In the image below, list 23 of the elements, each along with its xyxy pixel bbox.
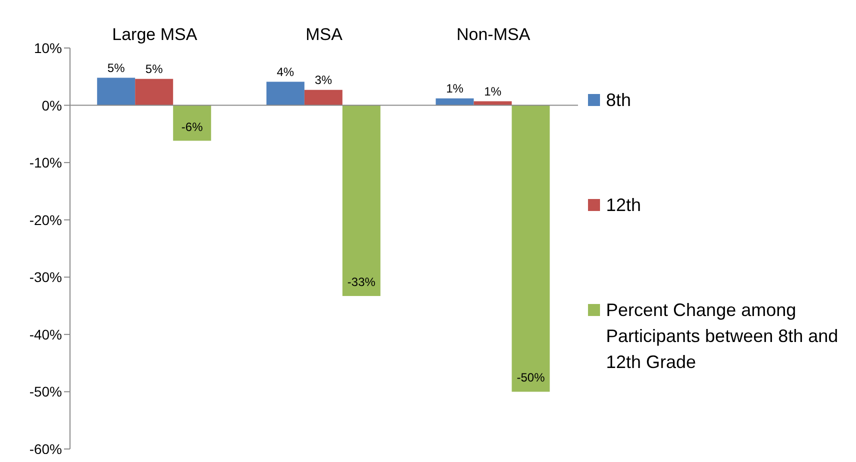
- y-tick-label: -10%: [29, 154, 62, 171]
- y-tick-label: -30%: [29, 269, 62, 286]
- y-tick-label: -60%: [29, 440, 62, 457]
- y-tick-label: 10%: [34, 40, 62, 56]
- y-tick-label: 0%: [42, 97, 62, 114]
- data-label: 1%: [484, 84, 502, 98]
- x-tick-label: MSA: [306, 25, 344, 44]
- legend-label: Percent Change among Participants between 8th and 12th Grade: [606, 298, 840, 374]
- x-tick-label: Non-MSA: [456, 25, 531, 44]
- data-label: -50%: [516, 370, 546, 385]
- y-tick-label: -50%: [29, 384, 62, 400]
- x-tick-label: Large MSA: [112, 25, 198, 44]
- data-label: 3%: [314, 72, 332, 87]
- data-label: 4%: [276, 64, 294, 79]
- legend-label: 8th: [606, 89, 632, 112]
- data-label: -6%: [181, 120, 204, 134]
- data-label: 5%: [107, 60, 126, 75]
- y-tick-label: -40%: [29, 326, 62, 342]
- legend-label: 12th: [606, 194, 642, 217]
- data-label: 1%: [446, 81, 464, 96]
- data-label: -33%: [347, 275, 376, 290]
- y-tick-label: -20%: [29, 212, 62, 228]
- data-label: 5%: [145, 62, 164, 76]
